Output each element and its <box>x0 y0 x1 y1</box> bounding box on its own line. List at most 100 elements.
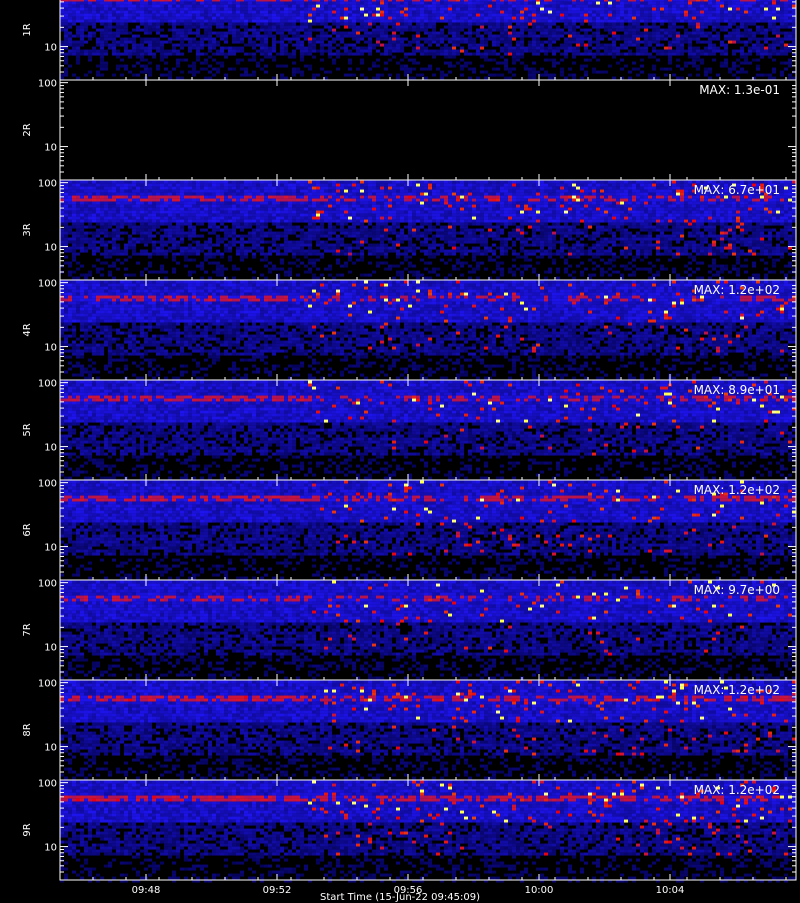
heatmap-cell <box>528 44 532 47</box>
heatmap-cell <box>400 47 404 50</box>
heatmap-cell <box>492 23 496 26</box>
heatmap-cell <box>312 44 316 47</box>
heatmap-cell <box>212 47 216 50</box>
heatmap-cell <box>588 17 592 20</box>
heatmap-cell <box>752 38 756 41</box>
heatmap-cell <box>500 41 504 44</box>
heatmap-cell <box>232 32 236 35</box>
heatmap-cell <box>492 0 496 2</box>
heatmap-cell <box>716 38 720 41</box>
heatmap-cell <box>388 74 392 77</box>
heatmap-cell <box>604 47 608 50</box>
heatmap-cell <box>440 11 444 14</box>
heatmap-cell <box>412 0 416 2</box>
heatmap-cell <box>592 0 596 2</box>
heatmap-cell <box>420 14 424 17</box>
heatmap-cell <box>144 0 148 2</box>
heatmap-cell <box>296 11 300 14</box>
heatmap-cell <box>324 23 328 26</box>
heatmap-cell <box>308 35 312 38</box>
heatmap-cell <box>208 29 212 32</box>
heatmap-cell <box>256 62 260 65</box>
heatmap-cell <box>400 14 404 17</box>
heatmap-cell <box>372 29 376 32</box>
heatmap-cell <box>68 217 72 220</box>
heatmap-cell <box>456 35 460 38</box>
heatmap-cell <box>672 41 676 44</box>
heatmap-cell <box>468 20 472 23</box>
heatmap-cell <box>264 32 268 35</box>
heatmap-cell <box>108 5 112 8</box>
heatmap-cell <box>76 0 80 2</box>
heatmap-cell <box>624 20 628 23</box>
heatmap-cell <box>688 74 692 77</box>
heatmap-cell <box>584 0 588 2</box>
heatmap-cell <box>96 8 100 11</box>
heatmap-cell <box>548 59 552 62</box>
heatmap-cell <box>568 41 572 44</box>
heatmap-cell <box>748 50 752 53</box>
heatmap-cell <box>64 214 68 217</box>
heatmap-cell <box>76 50 80 53</box>
heatmap-cell <box>620 29 624 32</box>
heatmap-cell <box>572 56 576 59</box>
heatmap-cell <box>424 50 428 53</box>
heatmap-cell <box>208 56 212 59</box>
heatmap-cell <box>252 56 256 59</box>
heatmap-cell <box>500 32 504 35</box>
heatmap-cell <box>308 14 312 17</box>
heatmap-cell <box>88 56 92 59</box>
heatmap-cell <box>440 50 444 53</box>
heatmap-cell <box>436 50 440 53</box>
heatmap-cell <box>140 41 144 44</box>
heatmap-cell <box>120 20 124 23</box>
heatmap-cell <box>208 41 212 44</box>
heatmap-cell <box>460 23 464 26</box>
heatmap-cell <box>608 65 612 68</box>
heatmap-cell <box>408 68 412 71</box>
heatmap-cell <box>748 29 752 32</box>
heatmap-cell <box>240 74 244 77</box>
heatmap-cell <box>400 11 404 14</box>
heatmap-cell <box>416 5 420 8</box>
heatmap-cell <box>720 53 724 56</box>
heatmap-cell <box>60 23 64 26</box>
heatmap-cell <box>668 44 672 47</box>
heatmap-cell <box>672 23 676 26</box>
heatmap-cell <box>76 35 80 38</box>
heatmap-cell <box>524 5 528 8</box>
heatmap-cell <box>744 35 748 38</box>
heatmap-cell <box>512 8 516 11</box>
heatmap-cell <box>356 47 360 50</box>
heatmap-cell <box>708 41 712 44</box>
heatmap-cell <box>672 50 676 53</box>
heatmap-cell <box>368 20 372 23</box>
heatmap-cell <box>200 14 204 17</box>
heatmap-cell <box>160 14 164 17</box>
heatmap-cell <box>628 38 632 41</box>
heatmap-cell <box>356 11 360 14</box>
heatmap-cell <box>572 74 576 77</box>
heatmap-cell <box>108 32 112 35</box>
heatmap-cell <box>564 20 568 23</box>
heatmap-cell <box>344 53 348 56</box>
heatmap-cell <box>144 68 148 71</box>
heatmap-cell <box>492 41 496 44</box>
heatmap-cell <box>668 68 672 71</box>
heatmap-cell <box>68 265 72 268</box>
heatmap-cell <box>552 59 556 62</box>
heatmap-cell <box>420 68 424 71</box>
heatmap-cell <box>584 32 588 35</box>
heatmap-cell <box>100 23 104 26</box>
heatmap-cell <box>152 0 156 2</box>
heatmap-cell <box>164 11 168 14</box>
heatmap-cell <box>616 14 620 17</box>
heatmap-cell <box>432 17 436 20</box>
heatmap-cell <box>496 68 500 71</box>
heatmap-cell <box>244 26 248 29</box>
heatmap-cell <box>64 262 68 265</box>
heatmap-cell <box>784 35 788 38</box>
heatmap-cell <box>356 5 360 8</box>
heatmap-cell <box>536 23 540 26</box>
heatmap-cell <box>492 20 496 23</box>
